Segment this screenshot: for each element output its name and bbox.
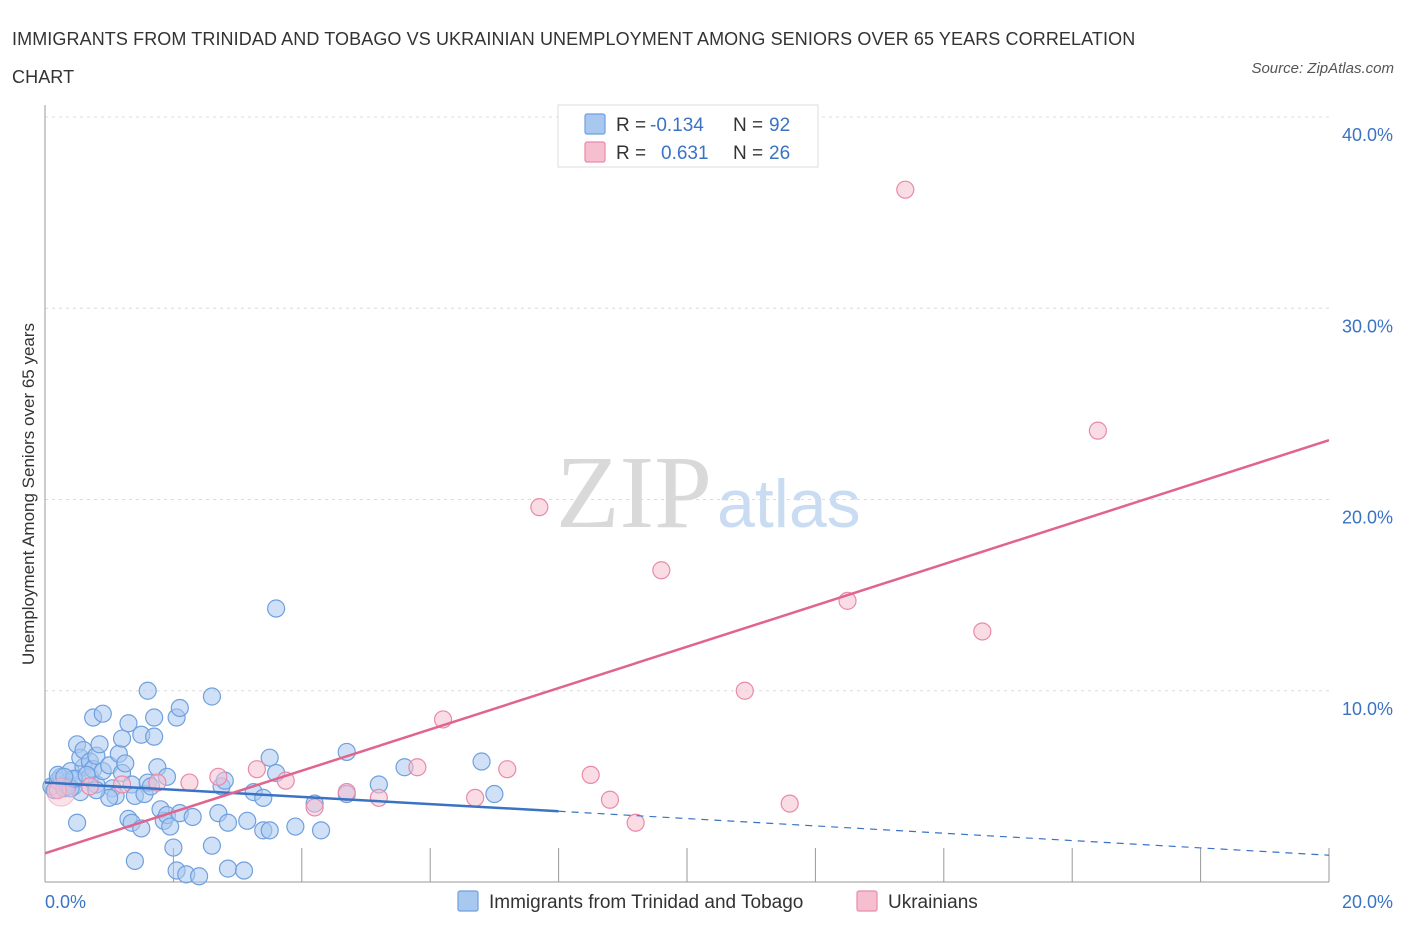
x-tick-label-min: 0.0%: [45, 892, 86, 912]
data-point: [626, 813, 645, 832]
data-point: [472, 752, 491, 771]
watermark-zip: ZIP: [556, 435, 712, 550]
y-tick-label: 40.0%: [1342, 125, 1393, 145]
data-point: [780, 794, 799, 813]
trend-line-immigrants-extension: [558, 810, 1330, 856]
y-tick-label: 10.0%: [1342, 699, 1393, 719]
data-point: [180, 773, 199, 792]
data-point: [267, 599, 286, 618]
legend-r-label-blue: R =: [616, 115, 646, 136]
y-tick-label: 20.0%: [1342, 508, 1393, 528]
data-point: [369, 788, 388, 807]
legend-swatch-ukrainians: [856, 890, 878, 912]
data-point: [466, 788, 485, 807]
legend-n-label-blue: N =: [733, 115, 763, 136]
data-point: [408, 758, 427, 777]
chart-title: IMMIGRANTS FROM TRINIDAD AND TOBAGO VS U…: [12, 29, 1136, 87]
series-immigrants-points: [42, 599, 504, 886]
data-point: [67, 813, 87, 832]
data-point: [161, 817, 180, 836]
data-point: [247, 760, 266, 779]
data-point: [218, 859, 238, 878]
data-point: [337, 742, 356, 762]
data-point: [125, 851, 144, 871]
data-point-cluster: [46, 777, 76, 807]
y-tick-label: 30.0%: [1342, 316, 1393, 336]
data-point: [48, 781, 67, 800]
series-legend: Immigrants from Trinidad and Tobago Ukra…: [457, 890, 978, 913]
data-point: [234, 861, 254, 880]
data-point: [112, 775, 132, 794]
data-point: [260, 821, 279, 840]
data-point: [254, 788, 273, 807]
data-point: [209, 767, 228, 786]
data-point: [138, 681, 157, 700]
data-point: [145, 727, 164, 746]
axes: [44, 105, 1330, 883]
data-point: [311, 821, 331, 840]
data-point: [896, 180, 915, 199]
data-point: [238, 811, 257, 830]
data-point: [148, 773, 167, 792]
data-point: [218, 813, 238, 832]
data-point: [260, 748, 279, 767]
data-point: [530, 498, 549, 517]
data-point: [305, 798, 324, 817]
stats-legend: R = -0.134 N = 92 R = 0.631 N = 26: [557, 104, 819, 168]
data-point: [485, 784, 504, 804]
legend-swatch-pink: [584, 141, 606, 163]
data-point: [112, 729, 132, 748]
legend-n-label-pink: N =: [733, 143, 763, 164]
watermark: ZIP atlas: [556, 435, 861, 550]
data-point: [93, 704, 112, 723]
legend-n-value-pink: 26: [769, 143, 790, 164]
watermark-atlas: atlas: [717, 466, 861, 542]
data-point: [164, 838, 183, 857]
source-credit: Source: ZipAtlas.com: [1251, 60, 1394, 77]
data-point: [735, 681, 754, 700]
trend-line-ukrainians: [44, 439, 1330, 855]
legend-swatch-immigrants: [457, 890, 479, 912]
data-point: [581, 765, 600, 785]
data-point: [973, 622, 992, 641]
data-point: [119, 714, 138, 733]
legend-label-ukrainians: Ukrainians: [888, 892, 978, 913]
legend-r-label-pink: R =: [616, 143, 646, 164]
data-point: [145, 708, 164, 727]
y-axis-label: Unemployment Among Seniors over 65 years: [19, 323, 38, 665]
data-point: [183, 807, 202, 827]
trend-line-immigrants: [44, 781, 559, 813]
y-tick-labels: 10.0% 20.0% 30.0% 40.0%: [1342, 125, 1393, 719]
data-point: [202, 687, 222, 706]
legend-swatch-blue: [584, 113, 606, 135]
gridlines: [45, 116, 1329, 692]
data-point: [189, 867, 209, 886]
data-point: [170, 698, 189, 718]
data-point: [90, 735, 109, 754]
data-point: [202, 836, 222, 855]
data-point: [498, 760, 517, 779]
data-point: [600, 790, 620, 809]
trend-lines: [44, 439, 1330, 856]
legend-r-value-pink: 0.631: [661, 143, 709, 164]
data-point: [286, 817, 305, 836]
legend-label-immigrants: Immigrants from Trinidad and Tobago: [489, 892, 803, 913]
legend-n-value-blue: 92: [769, 115, 790, 136]
data-point: [116, 754, 135, 773]
legend-r-value-blue: -0.134: [650, 115, 704, 136]
data-point: [652, 561, 671, 580]
x-tick-label-max: 20.0%: [1342, 892, 1393, 912]
data-point: [1088, 421, 1107, 440]
